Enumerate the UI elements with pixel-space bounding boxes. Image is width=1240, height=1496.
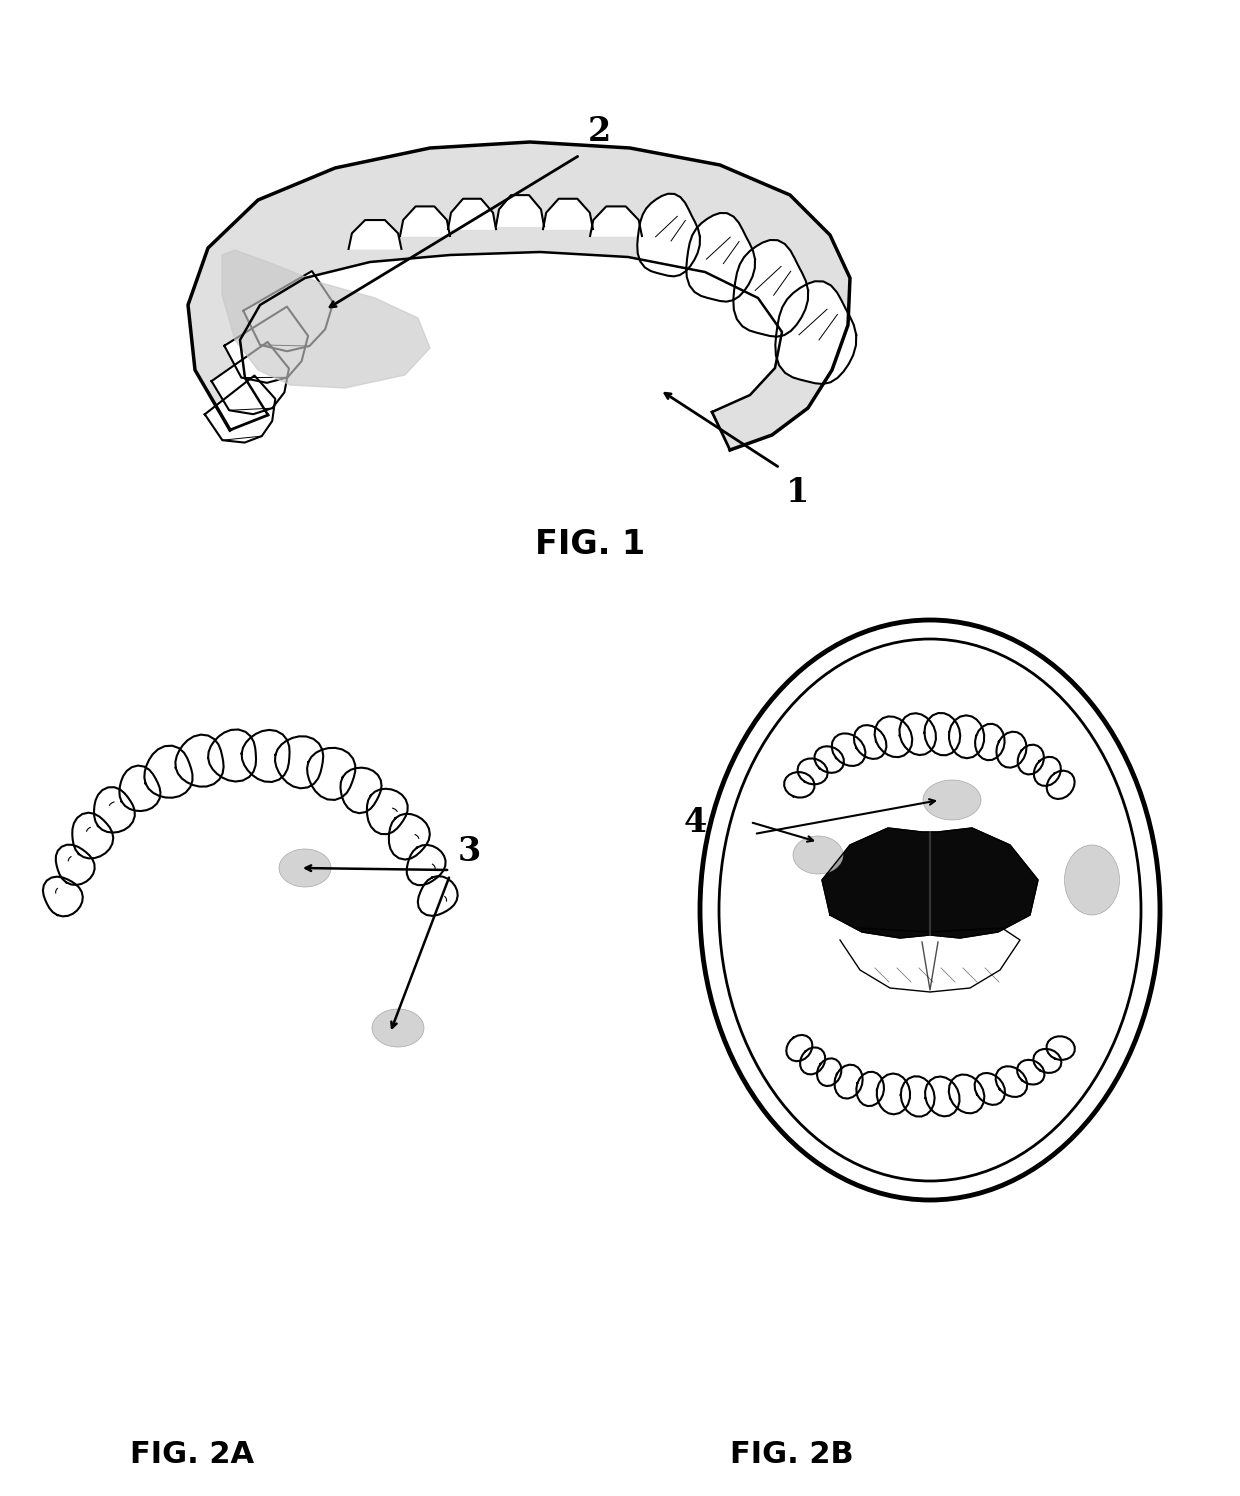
Polygon shape xyxy=(835,1065,863,1098)
Text: 2: 2 xyxy=(588,115,611,148)
Polygon shape xyxy=(949,1074,985,1113)
Polygon shape xyxy=(996,1067,1027,1097)
Text: FIG. 2B: FIG. 2B xyxy=(730,1441,853,1469)
Text: FIG. 1: FIG. 1 xyxy=(534,528,645,561)
Polygon shape xyxy=(800,1047,825,1074)
Polygon shape xyxy=(1033,1049,1061,1073)
Text: 4: 4 xyxy=(683,805,707,838)
Polygon shape xyxy=(786,1035,812,1061)
Polygon shape xyxy=(997,732,1027,767)
Polygon shape xyxy=(900,1076,935,1116)
Polygon shape xyxy=(775,281,856,384)
Polygon shape xyxy=(924,714,960,755)
Polygon shape xyxy=(857,1071,884,1106)
Polygon shape xyxy=(418,877,458,916)
Polygon shape xyxy=(854,726,887,758)
Polygon shape xyxy=(874,717,913,757)
Polygon shape xyxy=(56,845,94,886)
Ellipse shape xyxy=(1064,845,1120,916)
Polygon shape xyxy=(175,735,223,787)
Polygon shape xyxy=(975,724,1004,760)
Polygon shape xyxy=(242,730,290,782)
Polygon shape xyxy=(975,1073,1006,1106)
Polygon shape xyxy=(949,715,985,758)
Polygon shape xyxy=(925,1077,960,1116)
Polygon shape xyxy=(205,375,275,443)
Polygon shape xyxy=(448,199,496,229)
Polygon shape xyxy=(899,714,936,755)
Polygon shape xyxy=(208,730,255,781)
Polygon shape xyxy=(817,1058,842,1086)
Ellipse shape xyxy=(923,779,981,820)
Ellipse shape xyxy=(719,639,1141,1180)
Polygon shape xyxy=(389,814,430,860)
Polygon shape xyxy=(348,220,402,248)
Polygon shape xyxy=(832,733,866,766)
Polygon shape xyxy=(119,766,160,811)
Polygon shape xyxy=(784,772,815,797)
Polygon shape xyxy=(590,206,642,236)
Polygon shape xyxy=(543,199,593,229)
Polygon shape xyxy=(224,307,308,383)
Polygon shape xyxy=(797,758,828,784)
Polygon shape xyxy=(637,194,699,277)
Polygon shape xyxy=(1047,770,1075,799)
Ellipse shape xyxy=(372,1008,424,1047)
Polygon shape xyxy=(1047,1037,1075,1059)
Polygon shape xyxy=(94,787,135,833)
Polygon shape xyxy=(839,928,1021,992)
Polygon shape xyxy=(815,747,844,773)
Polygon shape xyxy=(401,206,450,236)
Polygon shape xyxy=(1017,1059,1044,1085)
Polygon shape xyxy=(686,212,755,302)
Polygon shape xyxy=(43,877,83,917)
Polygon shape xyxy=(1034,757,1060,785)
Polygon shape xyxy=(822,827,1038,938)
Polygon shape xyxy=(72,812,113,859)
Ellipse shape xyxy=(701,619,1159,1200)
Polygon shape xyxy=(275,736,324,788)
Polygon shape xyxy=(222,250,430,387)
Text: 3: 3 xyxy=(458,835,481,868)
Polygon shape xyxy=(1018,745,1044,775)
Polygon shape xyxy=(144,745,192,797)
Polygon shape xyxy=(407,845,445,886)
Polygon shape xyxy=(877,1074,910,1115)
Polygon shape xyxy=(188,142,849,450)
Polygon shape xyxy=(243,271,334,352)
Polygon shape xyxy=(367,788,408,835)
Polygon shape xyxy=(733,239,808,337)
Polygon shape xyxy=(212,343,289,414)
Ellipse shape xyxy=(279,850,331,887)
Ellipse shape xyxy=(794,836,843,874)
Text: FIG. 2A: FIG. 2A xyxy=(130,1441,254,1469)
Polygon shape xyxy=(341,767,382,814)
Text: 1: 1 xyxy=(786,476,810,509)
Polygon shape xyxy=(496,194,544,226)
Polygon shape xyxy=(308,748,355,800)
